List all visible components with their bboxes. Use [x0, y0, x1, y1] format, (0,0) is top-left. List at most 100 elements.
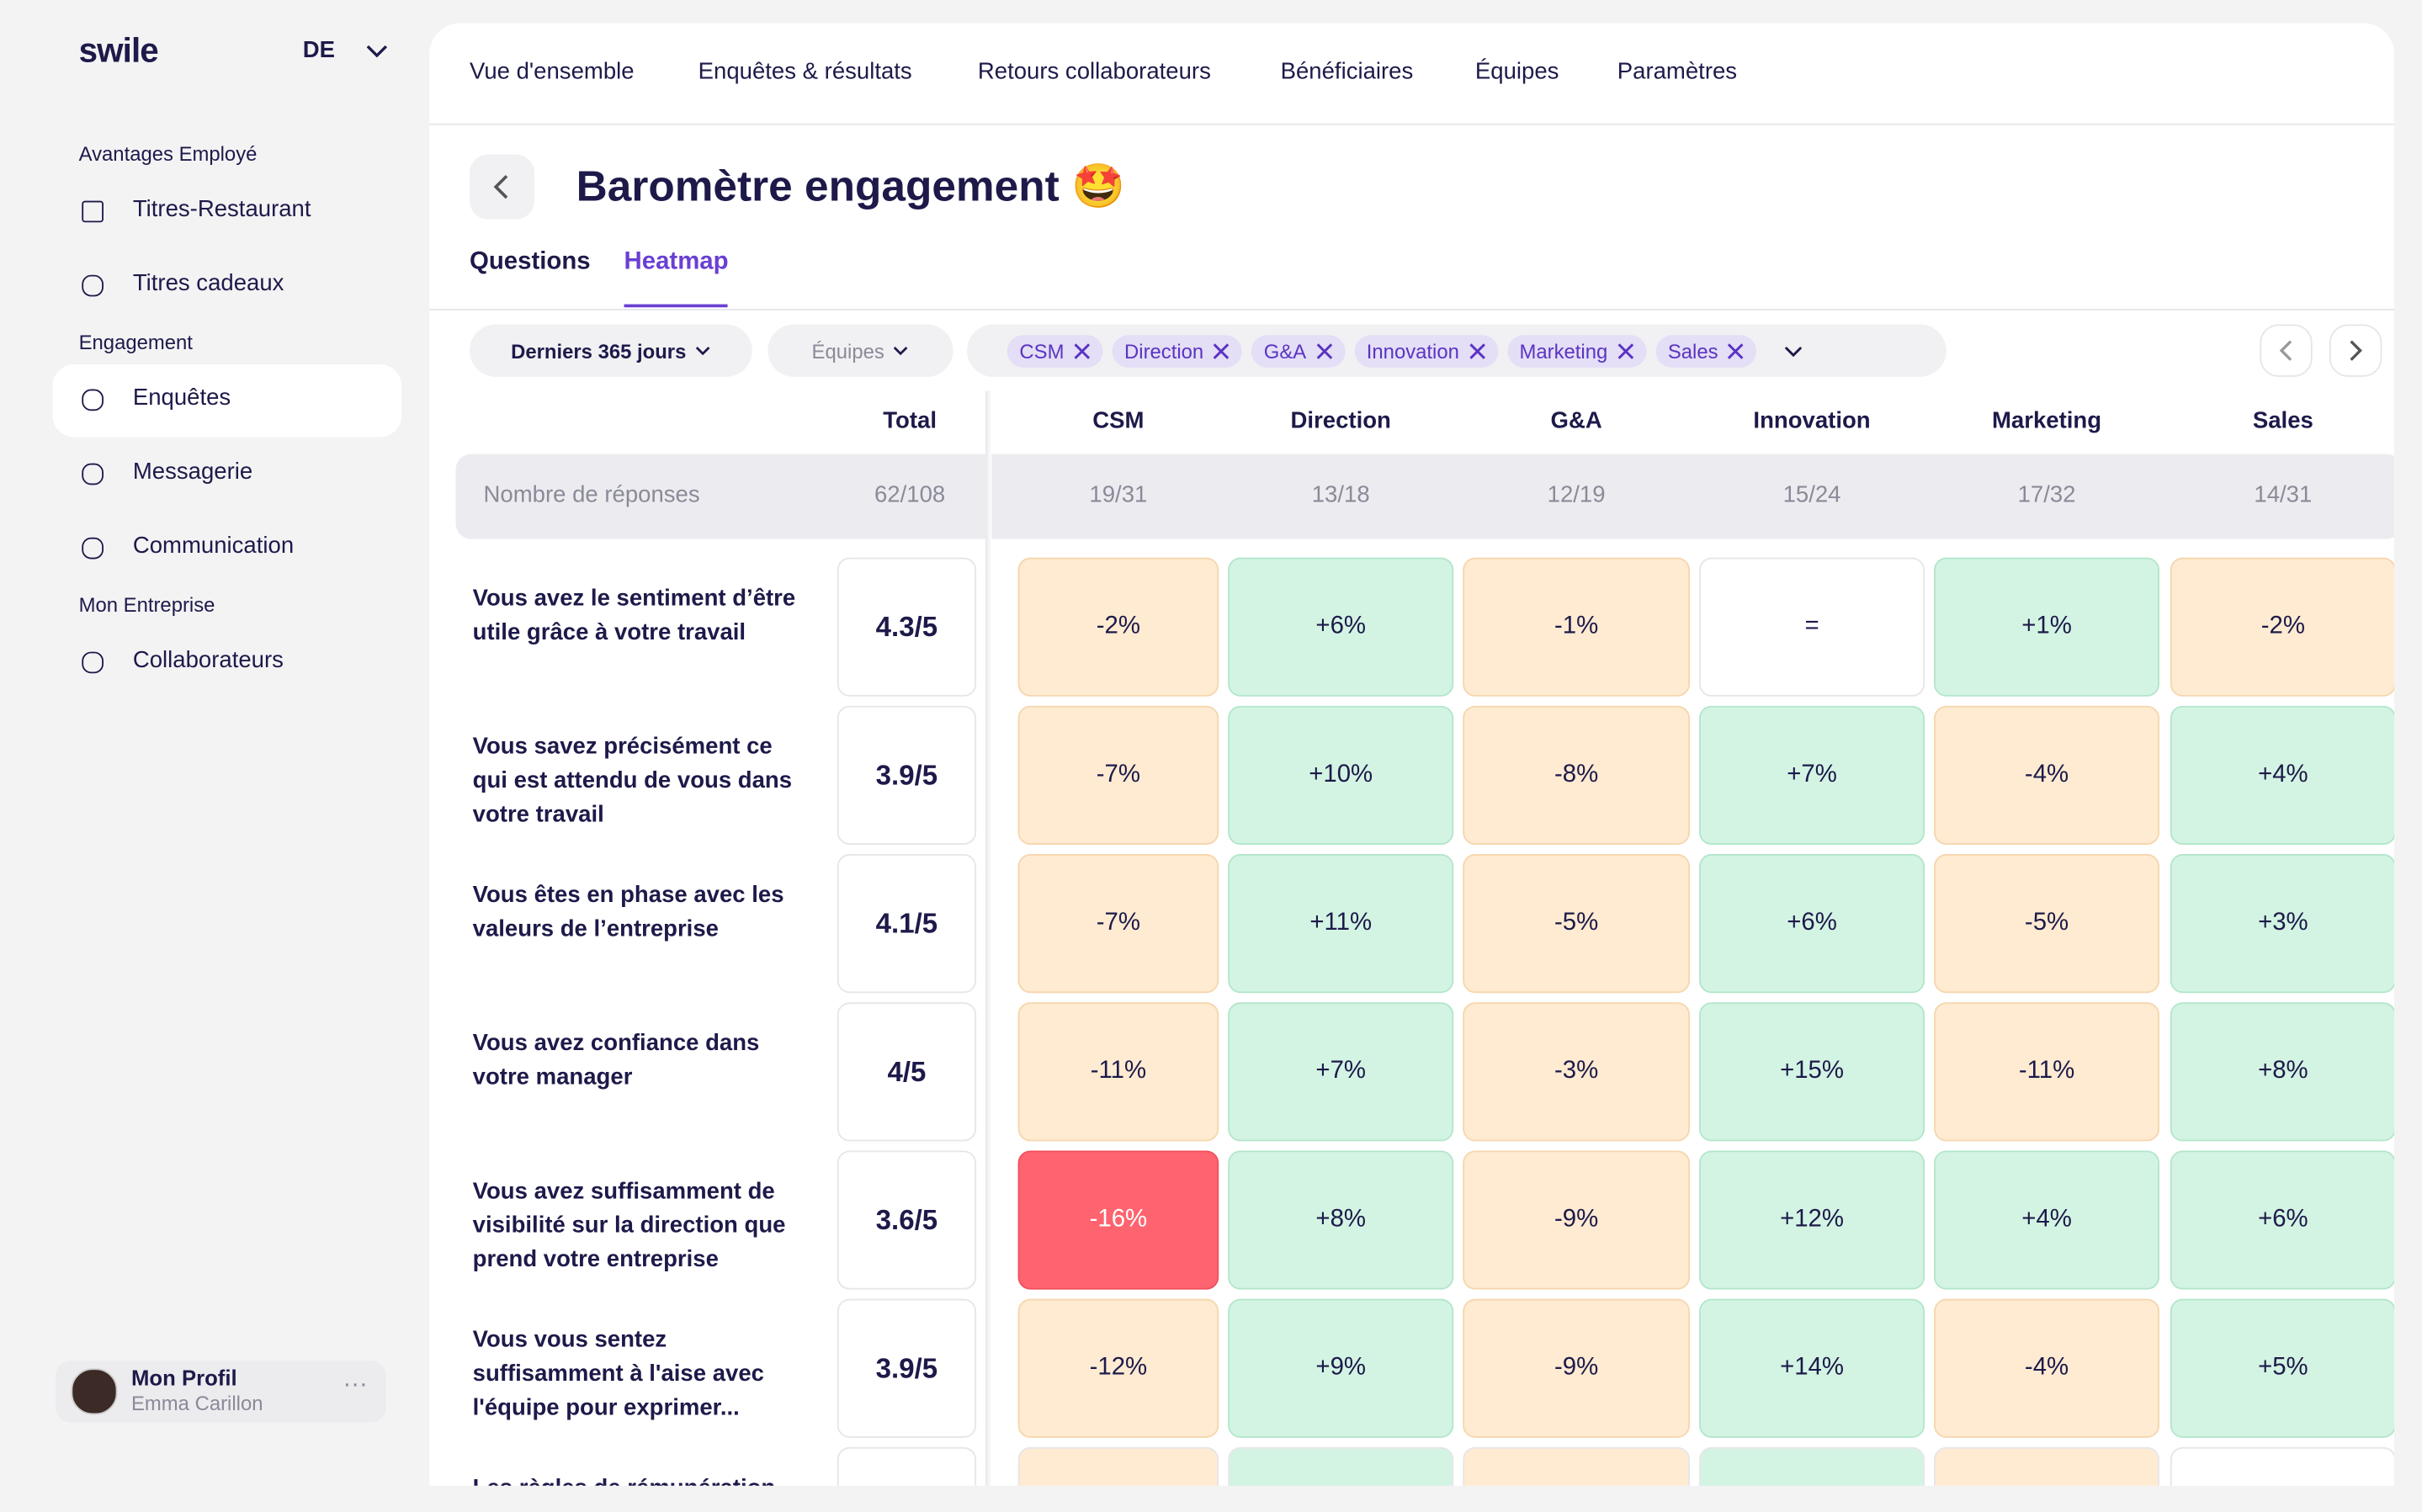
heatmap-cell: -2%	[1017, 557, 1219, 697]
total-score: 4/5	[837, 1002, 977, 1142]
nav-icon	[82, 389, 104, 411]
responses-value: 13/18	[1311, 481, 1370, 508]
heatmap-cell: +6%	[1228, 557, 1454, 697]
active-item-bg[interactable]	[52, 364, 402, 438]
main-panel: Vue d'ensemble Enquêtes & résultats Retour…	[429, 23, 2395, 1486]
team-chip[interactable]: Marketing	[1506, 334, 1647, 367]
chip-remove[interactable]	[1728, 342, 1745, 359]
heatmap-cell: -11%	[1017, 1002, 1219, 1142]
chips-dropdown[interactable]	[1784, 344, 1803, 358]
team-chip[interactable]: Sales	[1655, 334, 1757, 367]
chip-remove[interactable]	[1469, 342, 1485, 359]
chip-label: Marketing	[1519, 338, 1608, 363]
nav-icon	[82, 651, 104, 674]
chip-label: CSM	[1019, 338, 1065, 363]
heatmap-cell: +12%	[1699, 1150, 1925, 1290]
heatmap-cell: +8%	[2170, 1002, 2395, 1142]
heatmap-cell-partial	[2170, 1446, 2395, 1486]
period-filter[interactable]: Derniers 365 jours	[469, 324, 752, 377]
sidebar-item[interactable]: Enquêtes	[132, 385, 231, 411]
profile-name: Emma Carillon	[131, 1391, 263, 1415]
heatmap-cell: +15%	[1699, 1002, 1925, 1142]
column-header: Direction	[1290, 407, 1391, 434]
chip-remove[interactable]	[1073, 342, 1090, 359]
heatmap-cell: +4%	[1934, 1150, 2160, 1290]
tab[interactable]: Questions	[469, 248, 591, 275]
period-label: Derniers 365 jours	[511, 338, 687, 363]
total-score: 3.9/5	[837, 1298, 977, 1438]
back-button[interactable]	[469, 154, 535, 220]
team-chip[interactable]: CSM	[1007, 334, 1103, 367]
heatmap-cell: =	[1699, 557, 1925, 697]
chip-label: Direction	[1124, 338, 1204, 363]
sidebar-item[interactable]: Messagerie	[132, 459, 253, 485]
heatmap-cell: -7%	[1017, 854, 1219, 994]
heatmap-cell: -7%	[1017, 705, 1219, 846]
heatmap-cell-partial	[1463, 1446, 1691, 1486]
team-chip[interactable]: G&A	[1251, 334, 1346, 367]
responses-total: 62/108	[874, 481, 946, 508]
heatmap-cell: +7%	[1699, 705, 1925, 846]
page-title: Baromètre engagement 🤩	[576, 162, 1125, 210]
sidebar-item[interactable]: Titres-Restaurant	[132, 196, 311, 223]
question: Les règles de rémunération	[473, 1472, 805, 1486]
heatmap-cell: +10%	[1228, 705, 1454, 846]
nav-link[interactable]: Vue d'ensemble	[469, 58, 635, 85]
scroll-left[interactable]	[2260, 324, 2313, 377]
question: Vous avez suffisamment de visibilité sur…	[472, 1178, 786, 1273]
heatmap-cell: -4%	[1934, 1298, 2160, 1438]
divider	[429, 309, 2395, 310]
column-header: CSM	[1092, 407, 1145, 434]
nav-link[interactable]: Paramètres	[1617, 58, 1738, 85]
heatmap-cell-partial	[1934, 1446, 2160, 1486]
heatmap-cell: -5%	[1463, 854, 1691, 994]
teams-filter[interactable]: Équipes	[767, 324, 953, 377]
question: Vous savez précisément ce qui est attend…	[472, 733, 793, 828]
tab-active[interactable]: Heatmap	[624, 248, 729, 275]
avatar	[71, 1368, 118, 1415]
nav-link[interactable]: Bénéficiaires	[1280, 58, 1414, 85]
nav-link[interactable]: Retours collaborateurs	[977, 58, 1211, 85]
total-score: 3.6/5	[837, 1150, 977, 1290]
chip-remove[interactable]	[1213, 342, 1230, 359]
responses-value: 14/31	[2254, 481, 2313, 508]
team-chip[interactable]: Innovation	[1354, 334, 1498, 367]
chip-remove[interactable]	[1315, 342, 1332, 359]
heatmap-cell: -9%	[1463, 1150, 1691, 1290]
team-chip[interactable]: Direction	[1112, 334, 1243, 367]
chip-remove[interactable]	[1617, 342, 1633, 359]
heatmap-cell: -5%	[1934, 854, 2160, 994]
scroll-right[interactable]	[2329, 324, 2382, 377]
heatmap-cell-partial	[1699, 1446, 1925, 1486]
sidebar-item[interactable]: Collaborateurs	[132, 647, 284, 674]
heatmap-cell: -4%	[1934, 705, 2160, 846]
question: Vous avez confiance dans votre manager	[472, 1030, 760, 1090]
heatmap-cell: +11%	[1228, 854, 1454, 994]
nav-link[interactable]: Enquêtes & résultats	[698, 58, 912, 85]
heatmap-cell: +8%	[1228, 1150, 1454, 1290]
nav-link[interactable]: Équipes	[1474, 58, 1559, 85]
sidebar-item[interactable]: Communication	[132, 533, 295, 560]
heatmap-cell: +9%	[1228, 1298, 1454, 1438]
heatmap-cell: +6%	[1699, 854, 1925, 994]
question: Vous êtes en phase avec les valeurs de l…	[472, 882, 784, 942]
heatmap-cell: -12%	[1017, 1298, 1219, 1438]
responses-value: 12/19	[1547, 481, 1606, 508]
profile-menu[interactable]: ···	[343, 1371, 368, 1398]
profile-card[interactable]: Mon Profil Emma Carillon ···	[56, 1361, 386, 1423]
language-chevron[interactable]	[364, 42, 389, 61]
sidebar-item[interactable]: Titres cadeaux	[132, 270, 284, 297]
language[interactable]: DE	[302, 37, 336, 64]
heatmap-cell: -3%	[1463, 1002, 1691, 1142]
section-label: Avantages Employé	[78, 141, 258, 166]
heatmap-cell-partial	[1228, 1446, 1454, 1486]
responses-value: 15/24	[1782, 481, 1841, 508]
teams-label: Équipes	[811, 338, 884, 363]
tab-underline	[624, 304, 728, 308]
chip-label: Innovation	[1366, 338, 1459, 363]
sticky-shadow	[985, 390, 992, 1486]
heatmap-cell: +4%	[2170, 705, 2395, 846]
heatmap-cell: +5%	[2170, 1298, 2395, 1438]
question: Vous avez le sentiment d’être utile grâc…	[472, 585, 796, 646]
